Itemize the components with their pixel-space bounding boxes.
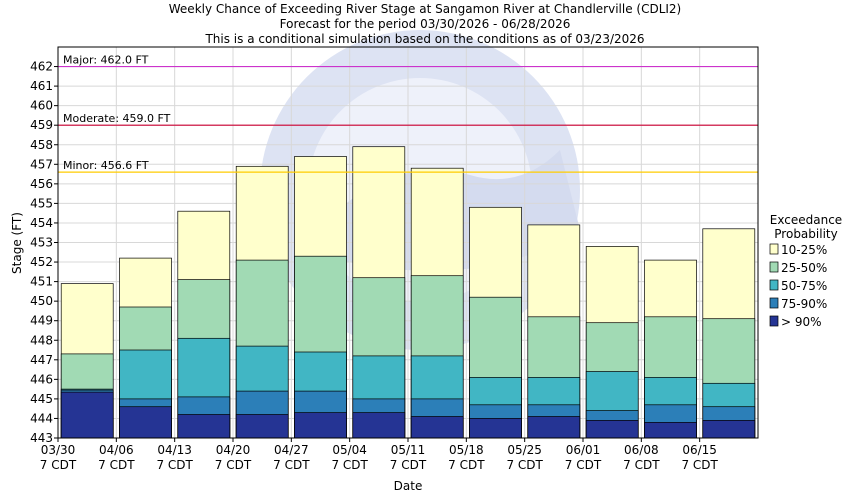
bar-p90 xyxy=(702,420,756,439)
y-tick-label: 449 xyxy=(30,314,53,328)
x-tick-sublabel: 7 CDT xyxy=(390,458,427,472)
x-tick-label: 04/13 xyxy=(157,443,192,457)
threshold-label: Moderate: 459.0 FT xyxy=(63,112,171,125)
y-tick-label: 458 xyxy=(30,138,53,152)
bar-p90 xyxy=(235,414,289,439)
title-line: This is a conditional simulation based o… xyxy=(204,32,644,46)
axes: 443 444 445 446 447 448 449 450 451 452 453 454 455 4… xyxy=(10,46,759,493)
y-tick-label: 447 xyxy=(30,353,53,367)
x-tick-sublabel: 7 CDT xyxy=(623,458,660,472)
x-tick-sublabel: 7 CDT xyxy=(156,458,193,472)
legend-title: Exceedance xyxy=(770,213,842,227)
y-tick-label: 462 xyxy=(30,60,53,74)
y-tick-label: 444 xyxy=(30,411,53,425)
bar-p90 xyxy=(410,416,464,439)
x-tick-sublabel: 7 CDT xyxy=(98,458,135,472)
y-axis-title: Stage (FT) xyxy=(10,212,24,274)
legend-swatch xyxy=(769,315,779,327)
x-tick-sublabel: 7 CDT xyxy=(448,458,485,472)
y-tick-label: 446 xyxy=(30,372,53,386)
bar-p90 xyxy=(294,412,347,439)
bar-p90 xyxy=(527,416,581,439)
bar-p90 xyxy=(177,414,231,439)
legend-label: > 90% xyxy=(781,315,822,329)
x-axis-title: Date xyxy=(394,479,423,493)
bar-p90 xyxy=(585,420,639,439)
y-tick-label: 453 xyxy=(30,236,53,250)
legend-label: 25-50% xyxy=(781,261,827,275)
x-tick-sublabel: 7 CDT xyxy=(506,458,543,472)
y-tick-label: 460 xyxy=(30,99,53,113)
legend-label: 75-90% xyxy=(781,297,827,311)
y-tick-label: 456 xyxy=(30,177,53,191)
x-tick-label: 05/04 xyxy=(332,443,367,457)
x-tick-label: 04/27 xyxy=(274,443,309,457)
y-tick-label: 443 xyxy=(30,431,53,445)
flood-thresholds: Major: 462.0 FT Moderate: 459.0 FT Minor: … xyxy=(58,54,758,173)
x-tick-sublabel: 7 CDT xyxy=(40,458,77,472)
bar-p90 xyxy=(119,406,172,439)
x-tick-label: 05/18 xyxy=(449,443,484,457)
bar-series xyxy=(60,146,756,439)
y-tick-label: 450 xyxy=(30,294,53,308)
x-tick-label: 03/30 xyxy=(41,443,76,457)
x-tick-label: 05/25 xyxy=(507,443,542,457)
x-tick-label: 06/08 xyxy=(624,443,659,457)
x-tick-sublabel: 7 CDT xyxy=(331,458,368,472)
legend-title: Probability xyxy=(774,227,837,241)
y-tick-label: 454 xyxy=(30,216,53,230)
bar-p90 xyxy=(644,422,697,439)
legend-swatch xyxy=(769,279,779,291)
title-line: Forecast for the period 03/30/2026 - 06/… xyxy=(280,17,571,31)
x-tick-sublabel: 7 CDT xyxy=(273,458,310,472)
y-tick-label: 461 xyxy=(30,79,53,93)
bar-p90 xyxy=(352,412,406,439)
chart-title: Weekly Chance of Exceeding River Stage a… xyxy=(169,2,681,46)
y-tick-label: 452 xyxy=(30,255,53,269)
y-tick-label: 457 xyxy=(30,157,53,171)
x-tick-sublabel: 7 CDT xyxy=(565,458,602,472)
bar-p90 xyxy=(60,391,114,439)
x-tick-label: 05/11 xyxy=(391,443,426,457)
y-tick-label: 455 xyxy=(30,196,53,210)
y-tick-label: 459 xyxy=(30,118,53,132)
legend-label: 10-25% xyxy=(781,243,827,257)
x-tick-label: 06/15 xyxy=(682,443,717,457)
legend-swatch xyxy=(769,297,779,309)
threshold-label: Major: 462.0 FT xyxy=(63,54,149,67)
x-tick-sublabel: 7 CDT xyxy=(215,458,252,472)
y-tick-label: 445 xyxy=(30,392,53,406)
x-tick-label: 06/01 xyxy=(566,443,601,457)
x-tick-label: 04/20 xyxy=(216,443,251,457)
legend-label: 50-75% xyxy=(781,279,827,293)
legend-swatch xyxy=(769,243,779,255)
threshold-label: Minor: 456.6 FT xyxy=(63,159,149,172)
y-tick-label: 451 xyxy=(30,275,53,289)
y-tick-label: 448 xyxy=(30,333,53,347)
x-tick-sublabel: 7 CDT xyxy=(681,458,718,472)
bar-p90 xyxy=(469,418,522,439)
legend-swatch xyxy=(769,261,779,273)
x-tick-label: 04/06 xyxy=(99,443,134,457)
title-line: Weekly Chance of Exceeding River Stage a… xyxy=(169,2,681,16)
